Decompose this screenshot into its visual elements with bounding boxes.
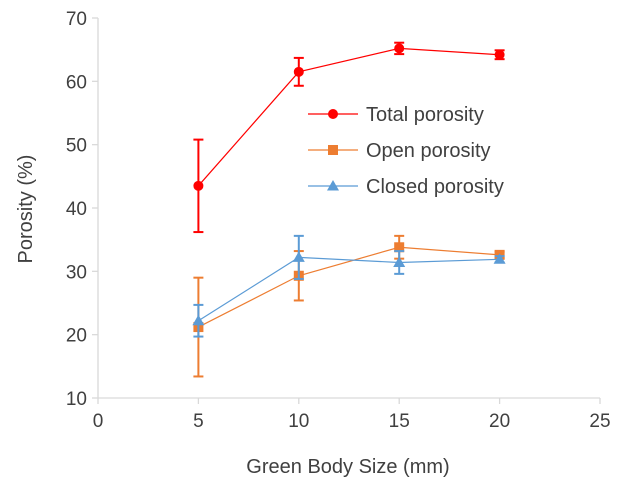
data-point (494, 49, 505, 60)
data-point (493, 253, 506, 264)
y-tick-label: 20 (66, 326, 87, 347)
series-closed-porosity (192, 234, 506, 338)
x-tick-label: 15 (389, 411, 410, 432)
axes: 0 5 10 15 20 25 10 20 30 40 50 60 70 (66, 9, 611, 432)
x-tick-label: 20 (489, 411, 510, 432)
x-tick-label: 5 (193, 411, 204, 432)
x-tick-label: 25 (589, 411, 610, 432)
y-axis-title: Porosity (%) (15, 155, 37, 264)
x-tick-label: 10 (288, 411, 309, 432)
y-tick-label: 30 (66, 262, 87, 283)
y-tick-label: 50 (66, 136, 87, 157)
legend-label: Closed porosity (366, 176, 504, 198)
series-line (198, 246, 500, 328)
series-line (197, 47, 500, 187)
y-tick-label: 70 (66, 9, 87, 30)
series-total-porosity (193, 41, 505, 234)
series-layer (192, 41, 506, 378)
y-tick-label: 40 (66, 199, 87, 220)
legend-marker (327, 180, 339, 191)
y-tick-label: 60 (66, 72, 87, 93)
x-tick-label: 0 (93, 411, 104, 432)
data-point (394, 242, 405, 253)
legend-label: Open porosity (366, 140, 491, 162)
legend-marker (328, 145, 338, 155)
series-line (198, 256, 500, 322)
legend-marker (328, 109, 338, 119)
series-open-porosity (193, 234, 505, 378)
data-point (193, 180, 204, 191)
legend-label: Total porosity (366, 104, 484, 126)
data-point (393, 256, 406, 267)
y-tick-label: 10 (66, 389, 87, 410)
data-point (292, 251, 305, 262)
x-axis-title: Green Body Size (mm) (246, 456, 449, 478)
legend-item: Open porosity (308, 140, 491, 162)
legend-item: Total porosity (308, 104, 484, 126)
data-point (293, 66, 304, 77)
legend: Total porosity Open porosity Closed porosi… (308, 104, 504, 198)
data-point (192, 314, 205, 326)
data-point (394, 43, 405, 54)
legend-item: Closed porosity (308, 176, 504, 198)
